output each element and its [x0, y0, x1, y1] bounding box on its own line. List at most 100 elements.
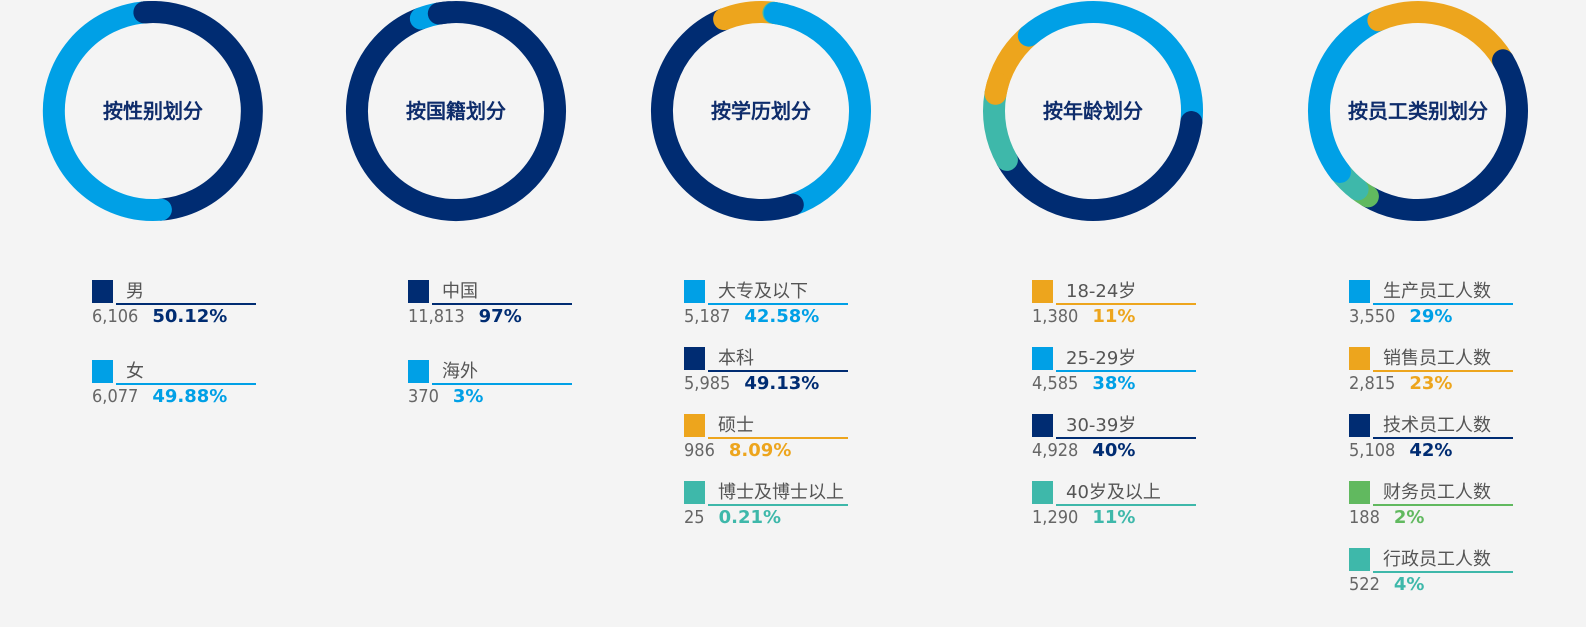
- legend-label: 硕士: [718, 415, 754, 436]
- legend-values: 1,290 11%: [1032, 507, 1272, 537]
- legend-percent: 11%: [1092, 306, 1136, 327]
- legend-label: 中国: [442, 281, 478, 302]
- legend-percent: 29%: [1409, 306, 1453, 327]
- legend-count: 522: [1349, 574, 1380, 595]
- legend-swatch: [684, 414, 705, 437]
- employee-type-chart: 按员工类别划分 生产员工人数 3,550 29% 销售员工人数 2,815 23% 技术员工…: [1307, 0, 1586, 627]
- chart-title: 按年龄划分: [1043, 99, 1143, 123]
- gender-donut: 按性别划分: [42, 1, 263, 222]
- donut-slice-1: [1367, 1, 1515, 72]
- legend-underline: [432, 383, 572, 385]
- employee-type-legend: 生产员工人数 3,550 29% 销售员工人数 2,815 23% 技术员工人数 5,108 4…: [1349, 272, 1586, 607]
- legend-count: 5,187: [684, 306, 731, 327]
- legend-head: 技术员工人数: [1349, 406, 1586, 440]
- legend-item: 男 6,106 50.12%: [92, 272, 332, 352]
- legend-values: 6,077 49.88%: [92, 386, 332, 416]
- legend-count: 4,585: [1032, 373, 1079, 394]
- legend-underline: [708, 370, 848, 372]
- legend-swatch: [1349, 548, 1370, 571]
- legend-underline: [432, 303, 572, 305]
- legend-underline: [1373, 303, 1513, 305]
- legend-count: 11,813: [408, 306, 465, 327]
- employee-type-donut: 按员工类别划分: [1308, 1, 1528, 221]
- donut-slice-0-cap: [1323, 152, 1351, 183]
- legend-values: 370 3%: [408, 386, 648, 416]
- legend-values: 986 8.09%: [684, 440, 924, 470]
- legend-head: 25-29岁: [1032, 339, 1272, 373]
- legend-head: 18-24岁: [1032, 272, 1272, 306]
- legend-underline: [1373, 370, 1513, 372]
- legend-percent: 42.58%: [744, 306, 820, 327]
- legend-swatch: [1349, 347, 1370, 370]
- nationality-chart: 按国籍划分 中国 11,813 97% 海外 370 3%: [345, 0, 635, 627]
- legend-underline: [1373, 504, 1513, 506]
- legend-label: 25-29岁: [1066, 348, 1137, 369]
- legend-head: 大专及以下: [684, 272, 924, 306]
- legend-percent: 23%: [1409, 373, 1453, 394]
- legend-item: 财务员工人数 188 2%: [1349, 473, 1586, 540]
- legend-underline: [1056, 370, 1196, 372]
- legend-label: 女: [126, 361, 144, 382]
- legend-item: 18-24岁 1,380 11%: [1032, 272, 1272, 339]
- legend-label: 18-24岁: [1066, 281, 1137, 302]
- legend-item: 海外 370 3%: [408, 352, 648, 432]
- legend-label: 本科: [718, 348, 754, 369]
- legend-percent: 11%: [1092, 507, 1136, 528]
- legend-head: 博士及博士以上: [684, 473, 924, 507]
- legend-item: 30-39岁 4,928 40%: [1032, 406, 1272, 473]
- legend-count: 5,985: [684, 373, 731, 394]
- donut-slice-0: [1308, 9, 1390, 183]
- chart-title: 按员工类别划分: [1348, 99, 1488, 123]
- legend-item: 生产员工人数 3,550 29%: [1349, 272, 1586, 339]
- legend-swatch: [408, 360, 429, 383]
- legend-swatch: [92, 360, 113, 383]
- donut-slice-1: [650, 8, 804, 222]
- legend-swatch: [1349, 280, 1370, 303]
- legend-values: 6,106 50.12%: [92, 306, 332, 336]
- legend-underline: [1056, 437, 1196, 439]
- age-legend: 18-24岁 1,380 11% 25-29岁 4,585 38% 30-39岁 4,928 4…: [1032, 272, 1272, 540]
- donut-slice-0-cap: [427, 1, 461, 25]
- legend-count: 2,815: [1349, 373, 1396, 394]
- legend-head: 硕士: [684, 406, 924, 440]
- legend-head: 海外: [408, 352, 648, 386]
- education-donut: 按学历划分: [650, 1, 872, 222]
- legend-values: 522 4%: [1349, 574, 1586, 604]
- legend-item: 销售员工人数 2,815 23%: [1349, 339, 1586, 406]
- legend-values: 5,187 42.58%: [684, 306, 924, 336]
- legend-underline: [1056, 504, 1196, 506]
- legend-percent: 4%: [1393, 574, 1425, 595]
- legend-head: 本科: [684, 339, 924, 373]
- legend-underline: [116, 383, 256, 385]
- legend-count: 370: [408, 386, 439, 407]
- donut-slice-0: [346, 1, 566, 221]
- legend-head: 中国: [408, 272, 648, 306]
- legend-head: 女: [92, 352, 332, 386]
- legend-label: 40岁及以上: [1066, 482, 1161, 503]
- legend-item: 25-29岁 4,585 38%: [1032, 339, 1272, 406]
- legend-item: 博士及博士以上 25 0.21%: [684, 473, 924, 540]
- legend-percent: 42%: [1409, 440, 1453, 461]
- legend-item: 行政员工人数 522 4%: [1349, 540, 1586, 607]
- legend-swatch: [684, 280, 705, 303]
- legend-swatch: [1032, 347, 1053, 370]
- legend-item: 硕士 986 8.09%: [684, 406, 924, 473]
- legend-swatch: [1349, 481, 1370, 504]
- donut-slice-2: [1356, 49, 1528, 221]
- legend-swatch: [92, 280, 113, 303]
- legend-head: 生产员工人数: [1349, 272, 1586, 306]
- legend-label: 技术员工人数: [1383, 415, 1491, 436]
- legend-underline: [1373, 437, 1513, 439]
- legend-percent: 2%: [1393, 507, 1425, 528]
- donut-slice-2: [995, 111, 1203, 221]
- legend-values: 5,108 42%: [1349, 440, 1586, 470]
- legend-head: 30-39岁: [1032, 406, 1272, 440]
- legend-values: 3,550 29%: [1349, 306, 1586, 336]
- legend-count: 188: [1349, 507, 1380, 528]
- donut-slice-0-cap: [984, 72, 1009, 105]
- donut-slice-0: [133, 1, 263, 221]
- legend-underline: [708, 437, 848, 439]
- legend-swatch: [684, 347, 705, 370]
- legend-swatch: [1032, 414, 1053, 437]
- age-chart: 按年龄划分 18-24岁 1,380 11% 25-29岁 4,585 38% 30-39岁…: [982, 0, 1272, 627]
